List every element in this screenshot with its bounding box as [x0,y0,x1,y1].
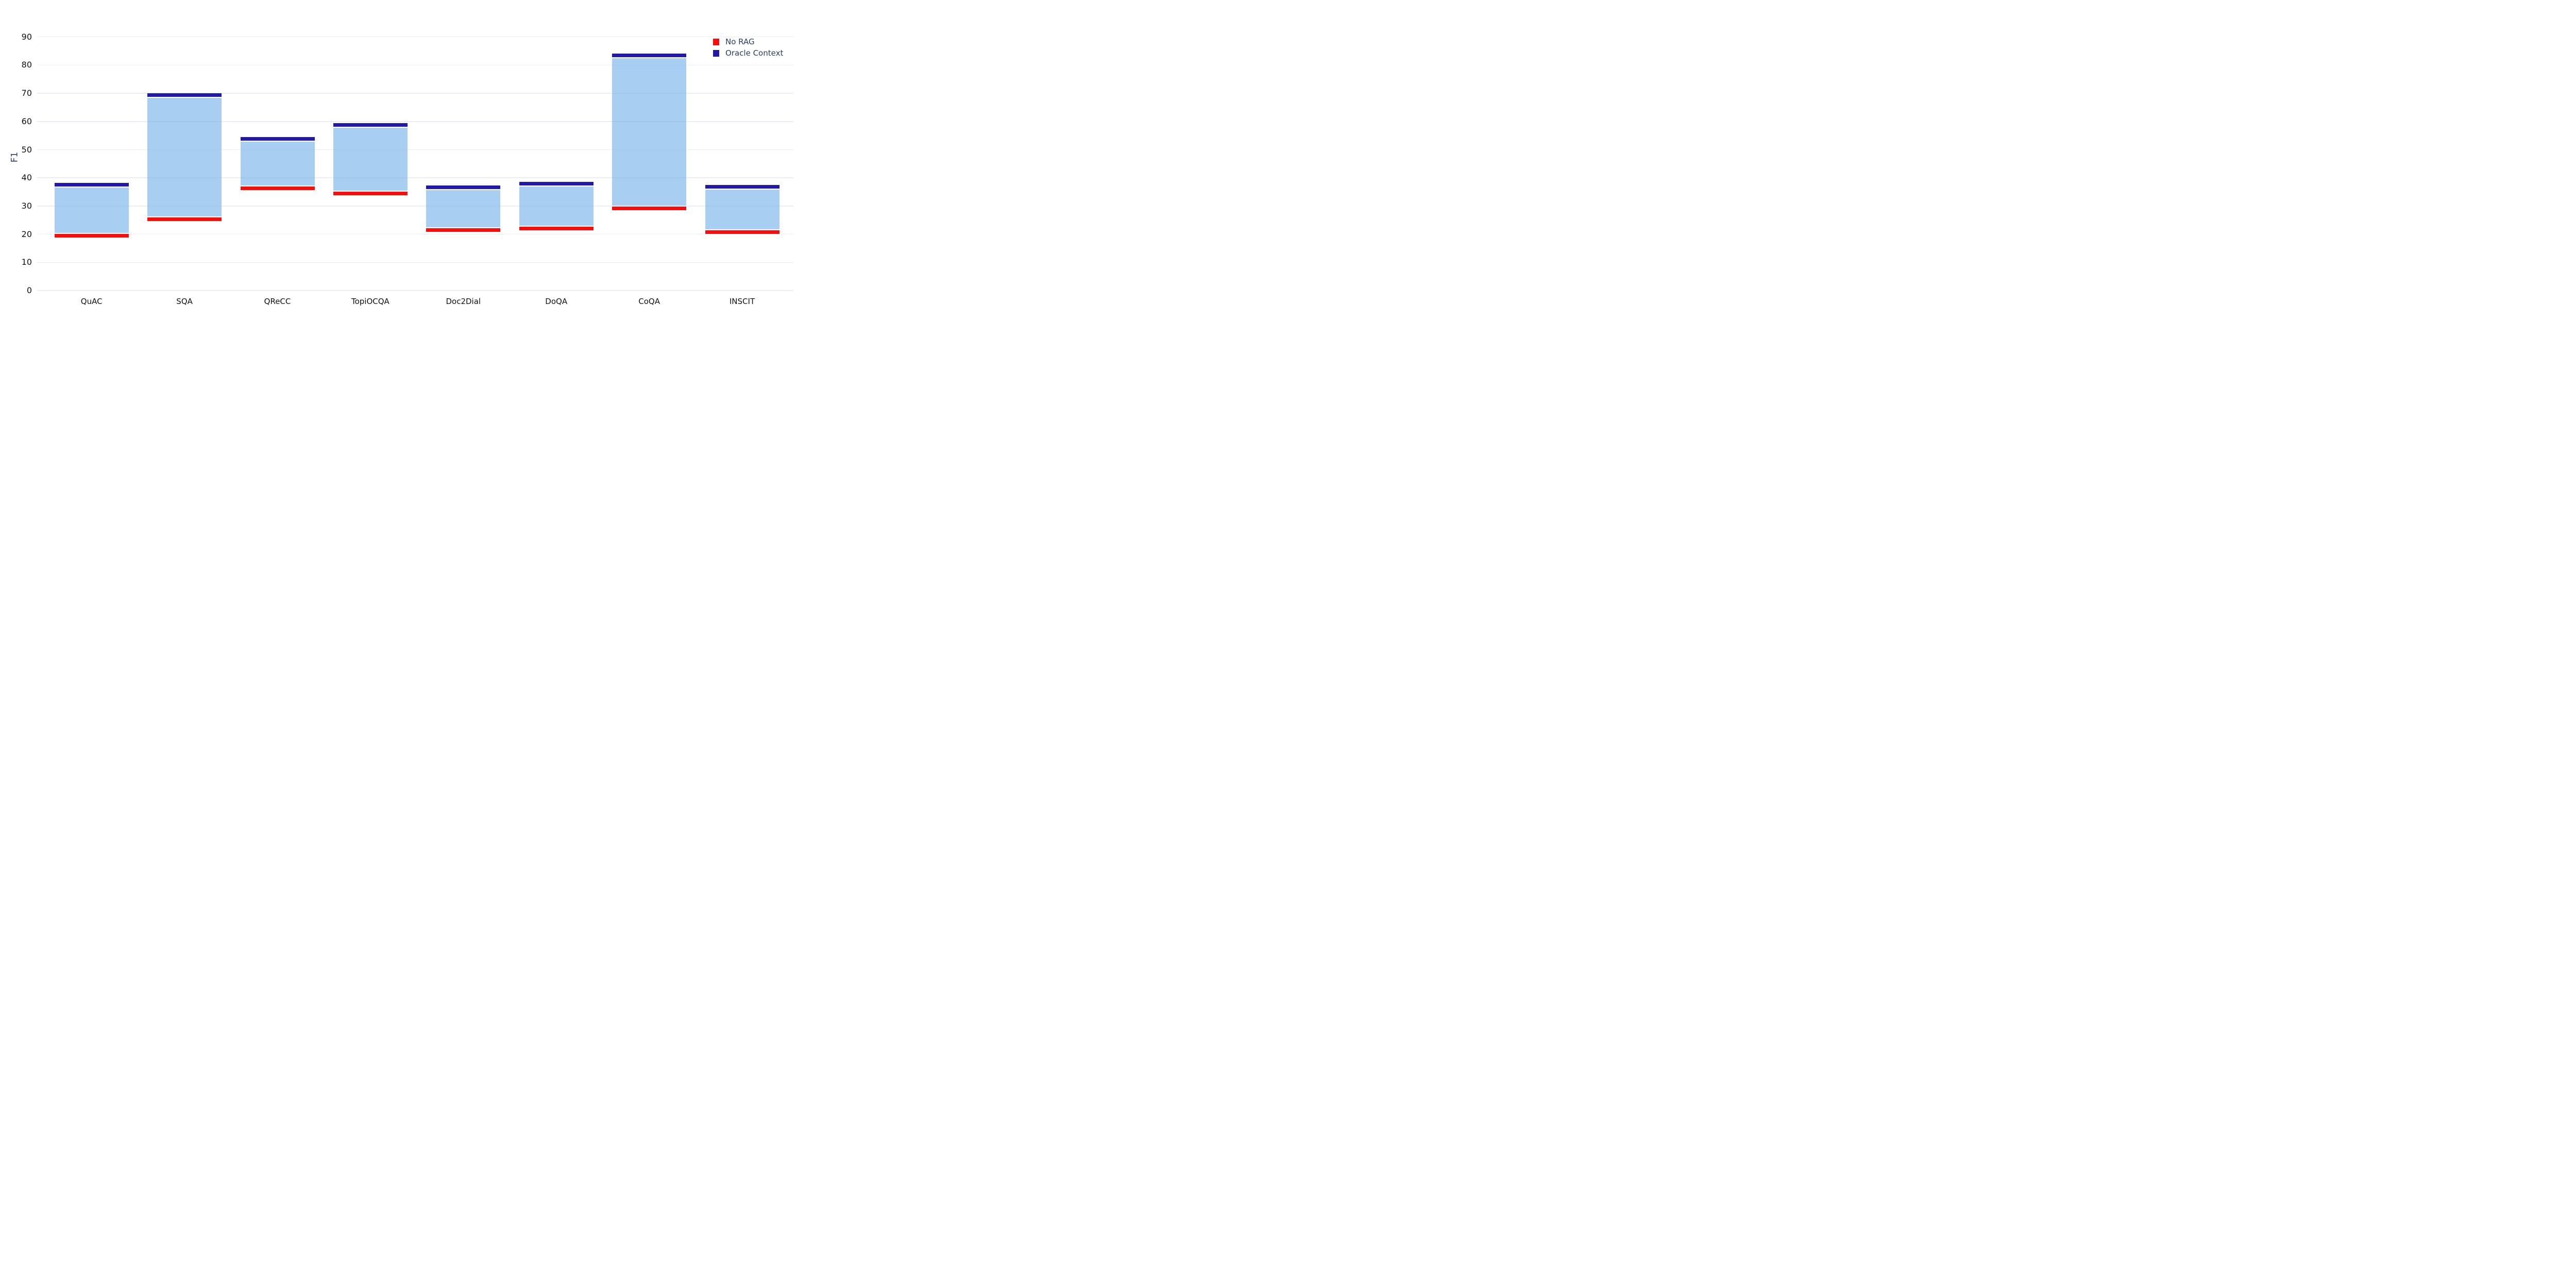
x-tick-label-inscit: INSCIT [729,297,755,306]
y-tick-label: 20 [21,229,32,239]
x-tick-label-sqa: SQA [176,297,193,306]
x-tick-label-quac: QuAC [80,297,103,306]
y-tick-label: 10 [21,257,32,267]
gridline-y-0 [37,290,793,291]
oracle-context-line-inscit [705,184,779,189]
y-tick-label: 70 [21,88,32,98]
range-bar-fill-qrecc [240,141,315,186]
oracle-context-line-topiocqa [333,123,408,127]
gridline-y-30 [37,206,793,207]
y-tick-label: 0 [26,285,32,295]
chart-canvas: F1 0 10 20 30 40 50 60 70 80 90 QuAC SQA QReCC TopiO… [0,0,824,322]
no-rag-line-quac [54,234,129,238]
oracle-context-line-doc2dial [426,185,501,189]
y-tick-label: 40 [21,173,32,183]
x-tick-label-doqa: DoQA [545,297,568,306]
legend: No RAG Oracle Context [713,36,783,59]
legend-label-oracle-context: Oracle Context [725,48,784,58]
x-tick-label-topiocqa: TopiOCQA [351,297,389,306]
no-rag-line-doqa [519,227,594,231]
oracle-context-line-doqa [519,182,594,186]
no-rag-line-coqa [612,206,687,210]
x-tick-label-qrecc: QReCC [264,297,291,306]
gridline-y-90 [37,36,793,38]
range-bar-fill-quac [54,187,129,233]
legend-item-no-rag[interactable]: No RAG [713,36,783,47]
no-rag-line-topiocqa [333,191,408,195]
range-bar-fill-topiocqa [333,128,408,191]
gridline-y-60 [37,121,793,122]
no-rag-line-inscit [705,230,779,234]
y-tick-label: 30 [21,200,32,211]
oracle-context-swatch-icon [713,49,719,57]
range-bar-fill-doqa [519,187,594,226]
gridline-y-80 [37,64,793,66]
range-bar-fill-sqa [147,98,222,216]
oracle-context-line-qrecc [240,137,315,141]
no-rag-line-sqa [147,217,222,221]
gridline-y-20 [37,233,793,235]
y-tick-label: 80 [21,60,32,70]
oracle-context-line-sqa [147,93,222,97]
gridline-y-70 [37,93,793,94]
x-tick-label-doc2dial: Doc2Dial [446,297,481,306]
no-rag-swatch-icon [713,38,719,45]
range-bar-fill-inscit [705,189,779,229]
y-tick-label: 60 [21,116,32,126]
gridline-y-50 [37,149,793,150]
no-rag-line-qrecc [240,187,315,191]
oracle-context-line-quac [54,182,129,187]
gridline-y-40 [37,177,793,178]
legend-item-oracle-context[interactable]: Oracle Context [713,47,783,59]
range-bar-fill-coqa [612,58,687,206]
gridline-y-10 [37,262,793,263]
y-tick-label: 50 [21,144,32,155]
oracle-context-line-coqa [612,53,687,57]
range-bar-fill-doc2dial [426,190,501,228]
y-tick-label: 90 [21,31,32,42]
legend-label-no-rag: No RAG [725,37,755,46]
x-tick-label-coqa: CoQA [638,297,660,306]
no-rag-line-doc2dial [426,228,501,232]
